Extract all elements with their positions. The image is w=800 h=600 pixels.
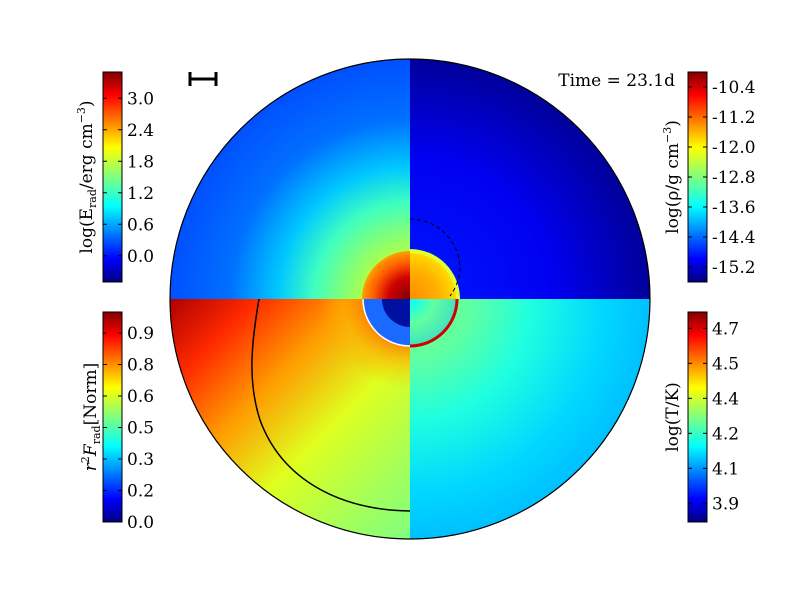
scale-bar	[188, 72, 218, 86]
colorbar-ticks-energy-density: 0.0 0.6 1.2 1.8 2.4 3.0	[103, 89, 154, 267]
dashed-contour	[409, 218, 461, 297]
colorbar-tick-label: 4.5	[712, 354, 739, 374]
central-core	[362, 249, 460, 348]
colorbar-tick-label: 0.5	[127, 419, 154, 439]
polar-disk	[170, 59, 650, 539]
colorbar-tick-label: 3.9	[712, 494, 739, 514]
disk-outline	[169, 58, 651, 540]
colorbar-radiative-flux: 0.0 0.2 0.3 0.5 0.6 0.8 0.9 r2Frad[Norm]	[79, 311, 154, 533]
colorbar-tick-label: 2.4	[127, 121, 154, 141]
colorbar-tick-label: 3.0	[127, 89, 154, 109]
quadrant-mass-density	[410, 59, 650, 299]
colorbar-energy-density: 0.0 0.6 1.2 1.8 2.4 3.0 log(Erad/erg cm−3)	[75, 71, 154, 283]
colorbar-tick-label: 4.7	[712, 319, 739, 339]
quadrant-energy-density	[170, 59, 410, 299]
colorbar-ticks-radiative-flux: 0.0 0.2 0.3 0.5 0.6 0.8 0.9	[103, 324, 154, 533]
colorbar-label-mass-density: log(ρ/g cm−3)	[661, 120, 683, 234]
colorbar-tick-label: 0.9	[127, 324, 154, 344]
colorbar-mass-density: -10.4 -11.2 -12.0 -12.8 -13.6 -14.4 -15.2 log(…	[661, 71, 756, 283]
colorbar-tick-label: 1.2	[127, 184, 154, 204]
colorbar-tick-label: -11.2	[712, 108, 756, 128]
colorbar-tick-label: 4.4	[712, 389, 739, 409]
colorbar-tick-label: 0.6	[127, 215, 154, 235]
colorbar-tick-label: 1.8	[127, 152, 154, 172]
colorbar-ticks-mass-density: -10.4 -11.2 -12.0 -12.8 -13.6 -14.4 -15.2	[688, 78, 756, 278]
colorbar-tick-label: 0.0	[127, 513, 154, 533]
colorbar-tick-label: 0.0	[127, 247, 154, 267]
colorbar-label-radiative-flux: r2Frad[Norm]	[79, 363, 103, 471]
quadrant-temperature	[410, 299, 650, 539]
flux-contour	[251, 298, 411, 512]
colorbar-ticks-temperature: 3.9 4.1 4.2 4.4 4.5 4.7	[688, 319, 739, 514]
colorbar-tick-label: -15.2	[712, 258, 756, 278]
colorbar-tick-label: 0.8	[127, 356, 154, 376]
colorbar-label-temperature: log(T/K)	[663, 382, 683, 452]
colorbar-tick-label: -10.4	[712, 78, 756, 98]
colorbar-tick-label: 0.6	[127, 387, 154, 407]
colorbar-tick-label: -13.6	[712, 198, 756, 218]
time-label: Time = 23.1d	[558, 71, 675, 91]
colorbar-tick-label: 0.3	[127, 450, 154, 470]
colorbar-tick-label: -12.8	[712, 168, 756, 188]
colorbar-tick-label: 0.2	[127, 482, 154, 502]
colorbar-tick-label: -12.0	[712, 138, 756, 158]
colorbar-tick-label: 4.2	[712, 424, 739, 444]
colorbar-tick-label: 4.1	[712, 459, 739, 479]
colorbar-label-energy-density: log(Erad/erg cm−3)	[75, 100, 99, 253]
colorbar-tick-label: -14.4	[712, 228, 756, 248]
colorbar-temperature: 3.9 4.1 4.2 4.4 4.5 4.7 log(T/K)	[663, 311, 739, 523]
